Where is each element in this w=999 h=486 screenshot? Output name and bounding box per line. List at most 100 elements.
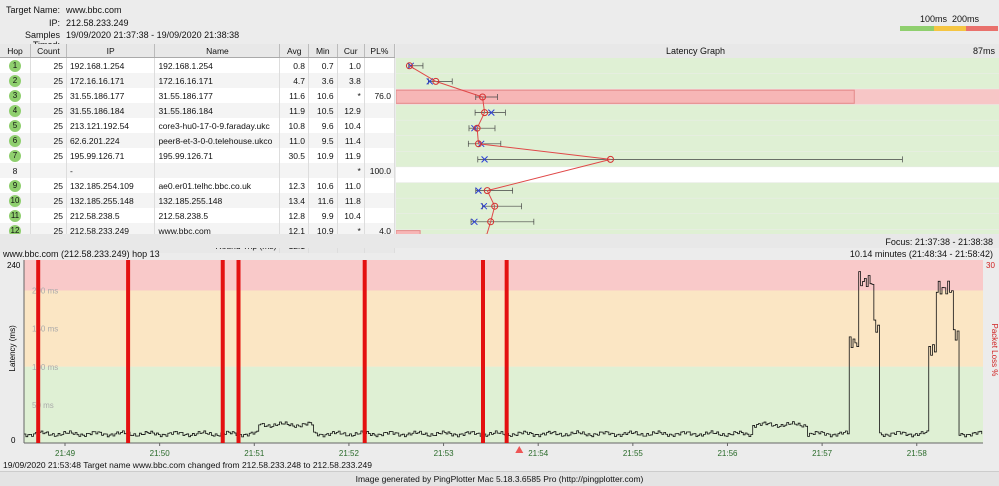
- current-sample-mark: [471, 218, 478, 226]
- hop-number: 10: [0, 193, 31, 208]
- hop-count: 25: [30, 118, 67, 133]
- col-count[interactable]: Count: [30, 44, 67, 58]
- avg-latency-point: [481, 109, 489, 117]
- x-tick-label: 21:57: [812, 449, 833, 458]
- table-row[interactable]: 11 25 212.58.238.5 212.58.238.5 12.8 9.9 10.4: [0, 208, 396, 223]
- latency-row-bg: [396, 167, 999, 183]
- col-cur[interactable]: Cur: [337, 44, 365, 58]
- hop-pl: [364, 133, 396, 148]
- hop-pl: [364, 208, 396, 223]
- hop-avg: 10.8: [279, 118, 310, 133]
- x-tick-label: 21:53: [434, 449, 455, 458]
- hop-number: 6: [0, 133, 31, 148]
- packet-loss-marker: [504, 260, 509, 443]
- avg-latency-point: [474, 140, 482, 148]
- avg-latency-point: [405, 62, 413, 70]
- y2-axis-title: Packet Loss %: [990, 324, 999, 377]
- status-text: 19/09/2020 21:53:48 Target name www.bbc.…: [3, 460, 372, 470]
- focus-range: Focus: 21:37:38 - 21:38:38: [885, 237, 993, 247]
- hop-min: 0.7: [308, 57, 338, 73]
- latency-graph[interactable]: [396, 58, 999, 234]
- table-row[interactable]: 7 25 195.99.126.71 195.99.126.71 30.5 10.9 11.…: [0, 148, 396, 163]
- hop-cur: *: [337, 163, 365, 178]
- hop-min: 10.6: [308, 88, 338, 103]
- hop-name: ae0.er01.telhc.bbc.co.uk: [154, 178, 281, 193]
- hop-number: 9: [0, 178, 31, 193]
- summary-header: Target Name: www.bbc.com IP: 212.58.233.…: [0, 0, 999, 50]
- y-min-label: 0: [11, 436, 16, 445]
- table-row[interactable]: 9 25 132.185.254.109 ae0.er01.telhc.bbc.co.…: [0, 178, 396, 193]
- table-row[interactable]: 10 25 132.185.255.148 132.185.255.148 13.4 11…: [0, 193, 396, 208]
- col-min[interactable]: Min: [308, 44, 338, 58]
- hop-circle: 5: [8, 119, 21, 132]
- band-label: 100 ms: [32, 363, 58, 372]
- samples-value: 19/09/2020 21:37:38 - 19/09/2020 21:38:3…: [66, 30, 240, 40]
- avg-latency-line: [409, 65, 611, 234]
- hop-table: Hop Count IP Name Avg Min Cur PL% 1 25 192…: [0, 44, 396, 253]
- packet-loss-marker: [236, 260, 241, 443]
- table-row[interactable]: 2 25 172.16.16.171 172.16.16.171 4.7 3.6 3.8: [0, 73, 396, 88]
- hop-cur: 12.9: [337, 103, 365, 118]
- hop-count: 25: [30, 57, 67, 73]
- hop-ip: 192.168.1.254: [66, 57, 156, 73]
- current-sample-mark: [475, 187, 482, 194]
- hop-name: 172.16.16.171: [154, 73, 281, 88]
- hop-avg: 4.7: [279, 73, 310, 88]
- hop-ip: 31.55.186.184: [66, 103, 156, 118]
- hop-cur: 10.4: [337, 118, 365, 133]
- hop-circle: 3: [8, 89, 21, 102]
- hop-pl: [364, 57, 396, 73]
- table-row[interactable]: 3 25 31.55.186.177 31.55.186.177 11.6 10.6 * 76…: [0, 88, 396, 103]
- hop-pl: [364, 73, 396, 88]
- hop-circle: 6: [8, 134, 21, 147]
- table-row[interactable]: 1 25 192.168.1.254 192.168.1.254 0.8 0.7 1.0: [0, 57, 396, 73]
- x-tick-label: 21:58: [907, 449, 928, 458]
- hop-ip: 213.121.192.54: [66, 118, 156, 133]
- hop-ip: 132.185.254.109: [66, 178, 156, 193]
- latency-row-bg: [396, 229, 999, 234]
- packet-loss-marker: [126, 260, 131, 443]
- hop-count: 25: [30, 103, 67, 118]
- timeline-title: www.bbc.com (212.58.233.249) hop 13: [3, 249, 160, 259]
- hop-count: 25: [30, 208, 67, 223]
- col-name[interactable]: Name: [154, 44, 281, 58]
- col-pl[interactable]: PL%: [364, 44, 396, 58]
- current-sample-mark: [481, 156, 488, 163]
- hop-count: 25: [30, 178, 67, 193]
- legend-yellow-bar: [934, 26, 966, 31]
- hop-avg: 11.0: [279, 133, 310, 148]
- hop-avg: 11.6: [279, 88, 310, 103]
- hop-avg: 12.8: [279, 208, 310, 223]
- table-row[interactable]: 5 25 213.121.192.54 core3-hu0-17-0-9.farada…: [0, 118, 396, 133]
- packet-loss-bar: [396, 230, 421, 234]
- legend-200ms: 200ms: [952, 14, 980, 24]
- timeline-chart[interactable]: 200 ms 150 ms 100 ms 50 ms 240 0 30 Latency (ms…: [0, 258, 999, 458]
- hop-number: 7: [0, 148, 31, 163]
- y-max-label: 240: [7, 261, 21, 270]
- x-tick-label: 21:50: [150, 449, 171, 458]
- packet-loss-marker: [480, 260, 485, 443]
- hop-count: 25: [30, 73, 67, 88]
- hop-count: 25: [30, 133, 67, 148]
- col-hop[interactable]: Hop: [0, 44, 31, 58]
- hop-avg: 0.8: [279, 57, 310, 73]
- hop-name: 31.55.186.184: [154, 103, 281, 118]
- col-avg[interactable]: Avg: [279, 44, 310, 58]
- hop-circle: 2: [8, 74, 21, 87]
- hop-name: 195.99.126.71: [154, 148, 281, 163]
- latency-row-bg: [396, 58, 999, 74]
- latency-graph-title: Latency Graph: [666, 46, 726, 56]
- col-ip[interactable]: IP: [66, 44, 156, 58]
- table-row[interactable]: 6 25 62.6.201.224 peer8-et-3-0-0.telehouse.…: [0, 133, 396, 148]
- latency-graph-header: Latency Graph 87ms: [396, 44, 999, 59]
- hop-cur: 11.0: [337, 178, 365, 193]
- band-label: 150 ms: [32, 325, 58, 334]
- current-sample-mark: [480, 202, 488, 210]
- timeline-header: www.bbc.com (212.58.233.249) hop 13 10.1…: [0, 249, 999, 259]
- table-row[interactable]: 8 - * 100.0: [0, 163, 396, 178]
- latency-row-bg: [396, 198, 999, 214]
- table-row[interactable]: 4 25 31.55.186.184 31.55.186.184 11.9 10.5 12.…: [0, 103, 396, 118]
- hop-ip: 172.16.16.171: [66, 73, 156, 88]
- hop-circle: 1: [8, 59, 21, 72]
- avg-latency-point: [487, 218, 495, 226]
